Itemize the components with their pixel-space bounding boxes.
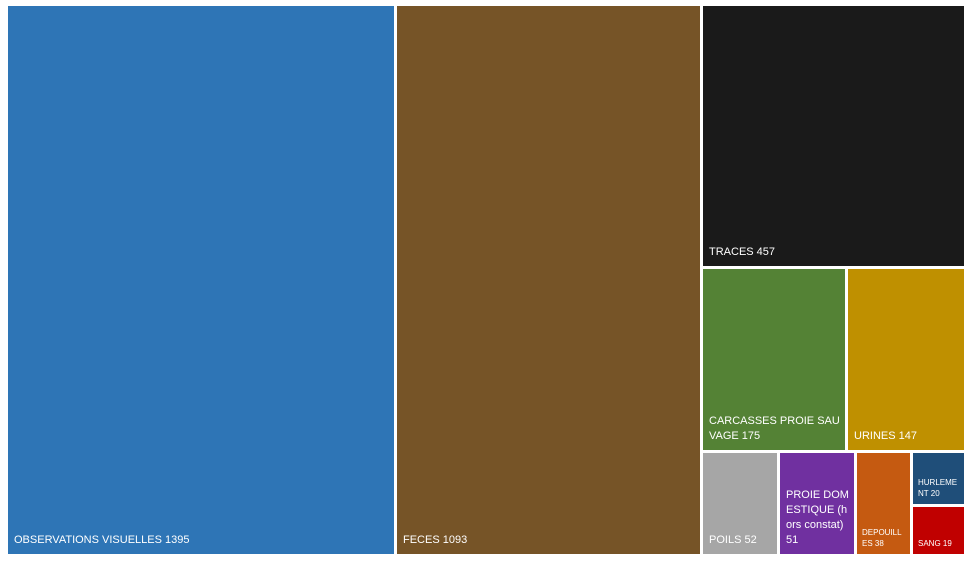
treemap-label-sang: SANG 19 xyxy=(918,539,952,548)
treemap-tile-feces: FECES 1093 xyxy=(397,6,700,554)
treemap-label-feces: FECES 1093 xyxy=(403,534,468,546)
treemap-tile-depouilles: DEPOUILLES 38 xyxy=(857,453,910,554)
treemap-tile-sang: SANG 19 xyxy=(913,507,964,554)
treemap-label-depouilles: DEPOUILLES 38 xyxy=(862,528,902,548)
treemap-label-poils: POILS 52 xyxy=(709,534,757,546)
treemap-tile-carcasses-proie-sauvage: CARCASSES PROIE SAUVAGE 175 xyxy=(703,269,845,450)
treemap-tile-traces: TRACES 457 xyxy=(703,6,964,266)
treemap-label-urines: URINES 147 xyxy=(854,430,917,442)
treemap-label-observations-visuelles: OBSERVATIONS VISUELLES 1395 xyxy=(14,534,190,546)
treemap-label-proie-domestique-hors-constat: PROIE DOMESTIQUE (hors constat) 51 xyxy=(786,489,849,546)
treemap-tile-hurlement: HURLEMENT 20 xyxy=(913,453,964,504)
treemap-tile-observations-visuelles: OBSERVATIONS VISUELLES 1395 xyxy=(8,6,394,554)
treemap-tile-poils: POILS 52 xyxy=(703,453,777,554)
treemap-label-hurlement: HURLEMENT 20 xyxy=(918,478,958,498)
treemap-tile-proie-domestique-hors-constat: PROIE DOMESTIQUE (hors constat) 51 xyxy=(780,453,854,554)
treemap-label-carcasses-proie-sauvage: CARCASSES PROIE SAUVAGE 175 xyxy=(709,415,840,442)
treemap-tile-urines: URINES 147 xyxy=(848,269,964,450)
treemap-label-traces: TRACES 457 xyxy=(709,246,776,258)
